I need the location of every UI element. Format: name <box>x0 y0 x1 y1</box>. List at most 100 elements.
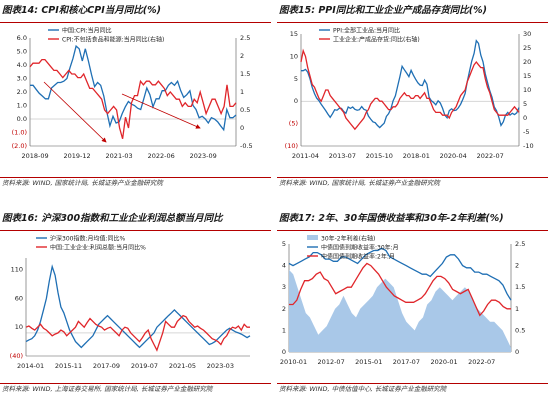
x-tick-label: 2011-04 <box>292 152 319 160</box>
y-tick-label: 10 <box>15 323 23 331</box>
series-line <box>301 39 520 129</box>
chart-svg: 110 60 10 (40) 2014-01 2015-11 2017-09 2019-07 2… <box>10 234 251 370</box>
x-tick-label: 2014-01 <box>17 362 44 370</box>
title-rule <box>0 230 271 231</box>
chart-svg: 15 10 5 0 (5) (10) 30 25 20 15 10 5 0 -5 -10 2011-04 201… <box>285 26 534 160</box>
title-rule <box>0 22 271 23</box>
y2-tick-label: 2.5 <box>515 240 525 248</box>
y-tick-label: 3 <box>282 283 286 291</box>
annotation-arrow <box>121 93 201 129</box>
chart-title: 图表15: PPI同比和工业企业产成品存货同比(%) <box>279 5 487 16</box>
source-rule <box>277 383 548 384</box>
y2-tick-label: 5 <box>523 100 527 108</box>
x-tick-label: 2022-06 <box>148 152 175 160</box>
x-tick-label: 2017-09 <box>93 362 120 370</box>
legend-label: 中国:CPI:当月同比 <box>62 26 112 34</box>
chart-panel-ppi: 图表15: PPI同比和工业企业产成品存货同比(%) 15 10 5 0 (5) (10)… <box>277 0 550 200</box>
legend: 沪深300指数:月均值:同比%中国:工业企业:利润总额:当月同比% <box>36 234 146 251</box>
chart-source: 资料来源: WIND, 国家统计局, 长城证券产业金融研究院 <box>279 179 440 187</box>
x-tick-label: 2023-03 <box>207 362 234 370</box>
x-tick-label: 2020-04 <box>440 152 467 160</box>
series-area <box>289 269 511 352</box>
y-tick-label: 15 <box>290 30 298 38</box>
y2-tick-label: 2 <box>515 262 519 270</box>
x-tick-label: 2017-07 <box>393 358 420 366</box>
legend-label: 中国:工业企业:利润总额:当月同比% <box>50 243 146 251</box>
x-tick-label: 2020-01 <box>430 358 457 366</box>
source-rule <box>0 383 271 384</box>
y-tick-label: (5) <box>289 120 298 128</box>
x-tick-label: 2015-11 <box>55 362 82 370</box>
y2-tick-label: 1.5 <box>240 70 250 78</box>
y-tick-label: 4 <box>282 262 286 270</box>
x-tick-label: 2015-10 <box>366 152 393 160</box>
chart-title: 图表16: 沪深300指数和工业企业利润总额当月同比 <box>2 213 223 224</box>
chart-panel-bond-yield: 图表17: 2年、30年国债收益率和30年-2年利差(%) 5 4 3 2 1 0 2.5 2… <box>277 208 550 408</box>
y2-tick-label: 30 <box>523 30 531 38</box>
x-tick-label: 2022-07 <box>477 152 504 160</box>
y2-tick-label: -0.5 <box>240 142 253 150</box>
legend-label: 30年-2年利差(右轴) <box>321 234 375 242</box>
y2-tick-label: 2.5 <box>240 34 250 42</box>
y2-tick-label: 0.5 <box>515 326 525 334</box>
y-tick-label: 3.0 <box>17 75 27 83</box>
legend-label: 工业企业:产成品存货:同比(右轴) <box>333 35 420 43</box>
series-line <box>288 247 512 301</box>
y-tick-label: (1.0) <box>12 129 27 137</box>
x-tick-label: 2015-01 <box>355 358 382 366</box>
y2-tick-label: 0.5 <box>240 106 250 114</box>
series-line <box>30 44 237 132</box>
annotation-arrow <box>43 81 107 143</box>
title-rule <box>277 230 548 231</box>
y2-tick-label: -5 <box>523 128 529 136</box>
chart-title: 图表14: CPI和核心CPI当月同比(%) <box>2 5 161 16</box>
x-tick-label: 2019-07 <box>131 362 158 370</box>
legend-label: PPI:全部工业品:当月同比 <box>333 26 400 34</box>
y-tick-label: 5 <box>294 75 298 83</box>
y-tick-label: 10 <box>290 52 298 60</box>
y-tick-label: 60 <box>15 294 23 302</box>
y-tick-label: 5 <box>282 240 286 248</box>
y-tick-label: 5.0 <box>17 48 27 56</box>
source-rule <box>0 177 271 178</box>
y2-tick-label: 0 <box>240 124 244 132</box>
y2-tick-label: 20 <box>523 58 531 66</box>
y-tick-label: 0.0 <box>17 115 27 123</box>
x-tick-label: 2010-01 <box>280 358 307 366</box>
legend-label: 中债国债到期收益率:2年:月 <box>321 252 395 260</box>
y-tick-label: 110 <box>11 266 23 274</box>
y2-tick-label: 2 <box>240 52 244 60</box>
y-tick-label: 0 <box>294 97 298 105</box>
y2-tick-label: 1 <box>515 305 519 313</box>
x-tick-label: 2012-07 <box>318 358 345 366</box>
chart-source: 资料来源: WIND, 中债估值中心, 长城证券产业金融研究院 <box>279 385 447 393</box>
y-tick-label: 4.0 <box>17 61 27 69</box>
chart-source: 资料来源: WIND, 上海证券交易所, 国家统计局, 长城证券产业金融研究院 <box>2 385 213 393</box>
y-tick-label: 6.0 <box>17 34 27 42</box>
chart-panel-cpi: 图表14: CPI和核心CPI当月同比(%) 6.0 5.0 4.0 3.0 2.0 1.… <box>0 0 273 200</box>
legend-label: 沪深300指数:月均值:同比% <box>50 234 125 242</box>
y-tick-label: (40) <box>10 352 23 360</box>
legend: 30年-2年利差(右轴)中债国债到期收益率:30年:月中债国债到期收益率:2年:… <box>307 234 399 260</box>
y2-tick-label: 10 <box>523 86 531 94</box>
chart-title: 图表17: 2年、30年国债收益率和30年-2年利差(%) <box>279 213 504 224</box>
x-tick-label: 2018-01 <box>403 152 430 160</box>
x-tick-label: 2013-07 <box>329 152 356 160</box>
series-line <box>25 264 251 349</box>
chart-panel-hs300: 图表16: 沪深300指数和工业企业利润总额当月同比 110 60 10 (40) 20… <box>0 208 273 408</box>
source-rule <box>277 177 548 178</box>
y-tick-label: 0 <box>282 348 286 356</box>
x-tick-label: 2022-07 <box>468 358 495 366</box>
x-tick-label: 2018-09 <box>21 152 48 160</box>
chart-svg: 5 4 3 2 1 0 2.5 2 1.5 1 0.5 0 2010-01 2012-07 2015-01 2… <box>280 234 525 366</box>
x-tick-label: 2021-03 <box>106 152 133 160</box>
chart-svg: 6.0 5.0 4.0 3.0 2.0 1.0 0.0 (1.0) (2.0) 2.5 2 1.5 1 0… <box>12 26 253 160</box>
legend-swatch <box>307 235 318 240</box>
y2-tick-label: 0 <box>523 114 527 122</box>
title-rule <box>277 22 548 23</box>
y-tick-label: (2.0) <box>12 142 27 150</box>
series-line <box>289 262 511 317</box>
y2-tick-label: -10 <box>523 142 534 150</box>
